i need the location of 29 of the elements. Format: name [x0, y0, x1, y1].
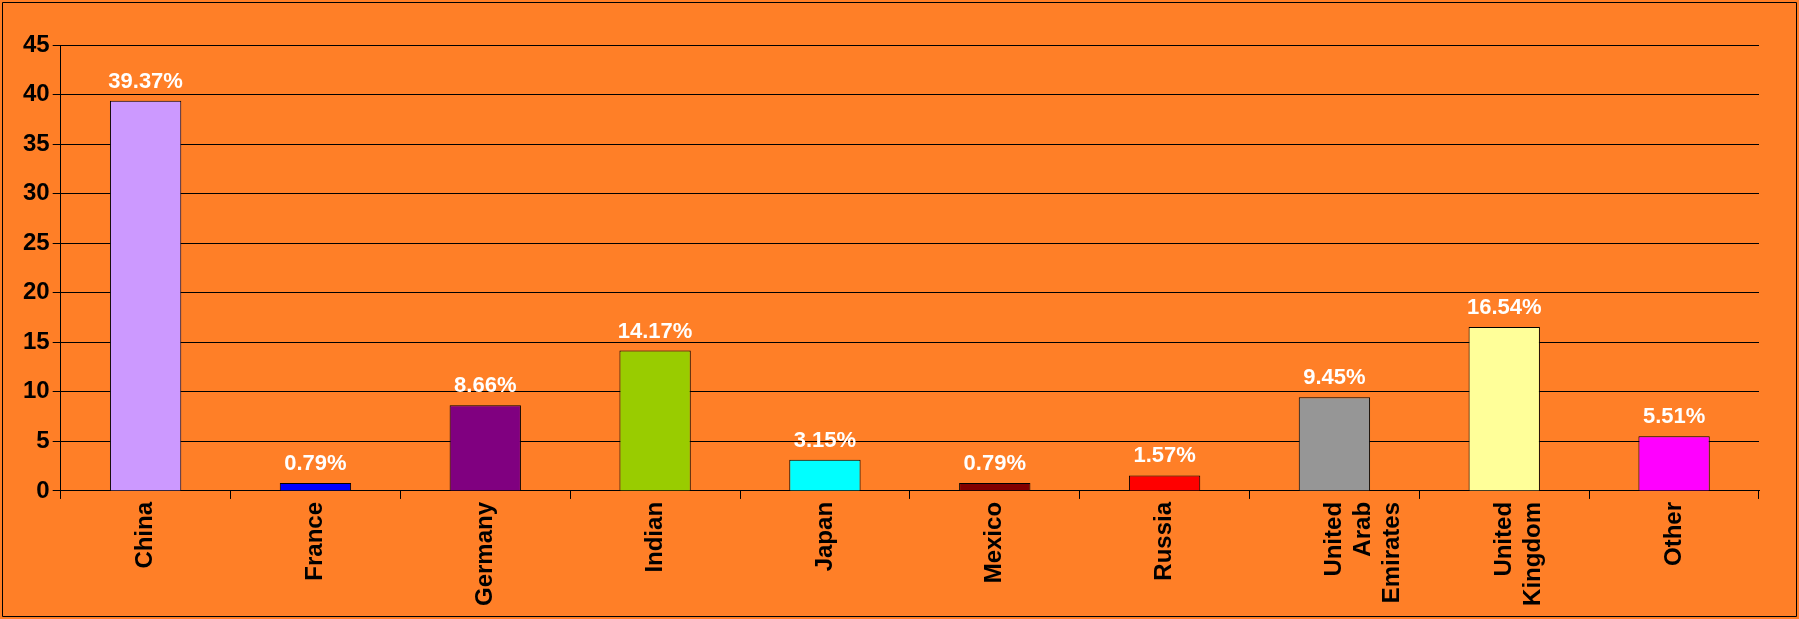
data-label: 1.57% — [1133, 442, 1196, 468]
x-tick-label: Germany — [469, 501, 497, 607]
x-tick-label: Other — [1658, 501, 1686, 566]
y-tick-label: 5 — [36, 426, 50, 454]
data-label: 39.37% — [108, 67, 183, 93]
data-label: 5.51% — [1642, 403, 1706, 429]
y-tick-label: 25 — [22, 227, 50, 255]
y-tick-label: 35 — [22, 128, 50, 156]
y-tick-label: 30 — [22, 178, 50, 206]
x-tick-label: United Arab Emirates — [1319, 501, 1404, 604]
data-label: 16.54% — [1466, 294, 1542, 320]
x-tick-label: Russia — [1149, 501, 1177, 581]
x-tick-label: China — [130, 501, 158, 569]
data-label: 0.79% — [963, 450, 1026, 476]
x-tick-label: United Kingdom — [1488, 501, 1545, 606]
y-tick-label: 0 — [36, 475, 50, 503]
x-tick-label: France — [300, 501, 328, 581]
y-tick-label: 20 — [22, 277, 50, 305]
x-tick-label: Indian — [639, 501, 667, 573]
x-tick-label: Japan — [809, 501, 837, 572]
data-label: 0.79% — [284, 450, 347, 476]
x-tick-label: Mexico — [979, 501, 1007, 584]
y-tick-label: 40 — [22, 79, 50, 107]
data-label: 14.17% — [617, 317, 693, 343]
y-tick-label: 45 — [22, 29, 50, 57]
data-label: 8.66% — [454, 372, 517, 398]
y-tick-label: 15 — [22, 326, 50, 354]
y-tick-label: 10 — [22, 376, 50, 404]
data-label: 9.45% — [1303, 364, 1366, 390]
